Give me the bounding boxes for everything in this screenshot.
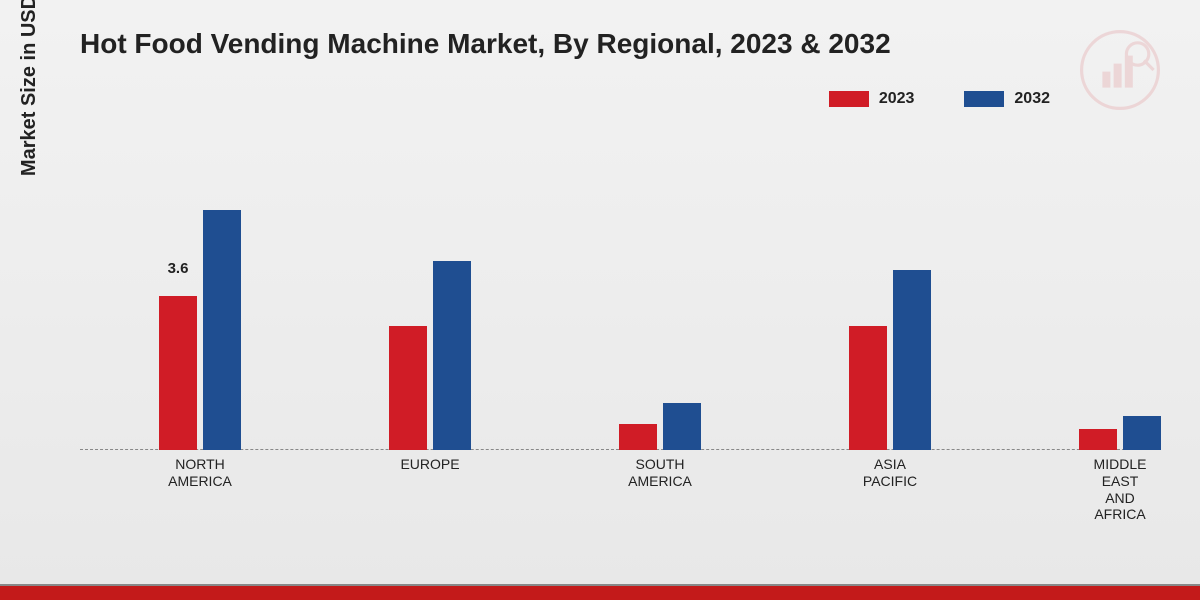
bar-2023-4 bbox=[1079, 429, 1117, 450]
bar-2032-1 bbox=[433, 261, 471, 450]
legend-swatch-2023 bbox=[829, 91, 869, 107]
legend-label-2023: 2023 bbox=[879, 90, 915, 108]
x-category-label: EUROPE bbox=[400, 456, 459, 473]
bar-2023-3 bbox=[849, 326, 887, 450]
bar-2032-3 bbox=[893, 270, 931, 450]
bar-value-label: 3.6 bbox=[168, 260, 189, 277]
bar-2032-0 bbox=[203, 210, 241, 450]
y-axis-label: Market Size in USD Billion bbox=[18, 0, 41, 176]
chart-plot-area: 3.6 bbox=[80, 150, 1160, 450]
legend-item-2023: 2023 bbox=[829, 90, 915, 108]
x-category-label: NORTH AMERICA bbox=[168, 456, 232, 490]
footer-bar bbox=[0, 586, 1200, 600]
bar-2032-2 bbox=[663, 403, 701, 450]
bar-2023-2 bbox=[619, 424, 657, 450]
x-category-label: MIDDLE EAST AND AFRICA bbox=[1094, 456, 1147, 523]
legend: 2023 2032 bbox=[829, 90, 1050, 108]
x-category-label: ASIA PACIFIC bbox=[863, 456, 917, 490]
x-category-label: SOUTH AMERICA bbox=[628, 456, 692, 490]
legend-item-2032: 2032 bbox=[964, 90, 1050, 108]
legend-swatch-2032 bbox=[964, 91, 1004, 107]
legend-label-2032: 2032 bbox=[1014, 90, 1050, 108]
bar-2023-0 bbox=[159, 296, 197, 450]
logo-watermark bbox=[1080, 30, 1160, 110]
bar-2023-1 bbox=[389, 326, 427, 450]
chart-title: Hot Food Vending Machine Market, By Regi… bbox=[80, 28, 891, 60]
bar-2032-4 bbox=[1123, 416, 1161, 450]
